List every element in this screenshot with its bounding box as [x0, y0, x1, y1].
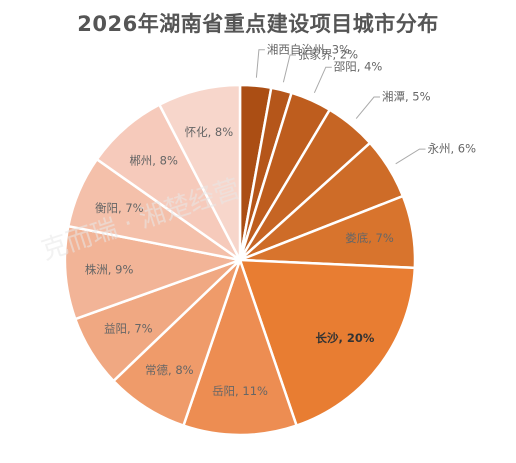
leader-line [355, 96, 380, 119]
slice-label: 湘西自治州, 3% [267, 42, 350, 56]
slice-label: 郴州, 8% [129, 154, 178, 168]
slice-label: 株洲, 9% [85, 262, 134, 276]
pie-slice [63, 224, 245, 321]
chart-title: 2026年湖南省重点建设项目城市分布 [77, 12, 439, 36]
slice-label: 娄底, 7% [345, 231, 394, 245]
slice-label: 衡阳, 7% [95, 201, 144, 215]
slice-label: 怀化, 8% [185, 125, 234, 139]
slice-label: 常德, 8% [145, 363, 194, 377]
slice-label: 岳阳, 11% [212, 384, 268, 398]
pie-slice [181, 256, 299, 437]
slice-label: 长沙, 20% [316, 331, 375, 345]
pie-slice [157, 83, 242, 261]
slice-label: 益阳, 7% [104, 322, 153, 336]
slice-label: 邵阳, 4% [334, 60, 383, 74]
slice-label: 湘潭, 5% [382, 90, 431, 104]
slice-label: 张家界, 2% [298, 48, 358, 62]
leader-line [282, 54, 296, 83]
leader-line [395, 148, 426, 165]
leader-line [255, 49, 265, 78]
slice-label: 永州, 6% [428, 142, 477, 156]
leader-line [313, 66, 332, 94]
